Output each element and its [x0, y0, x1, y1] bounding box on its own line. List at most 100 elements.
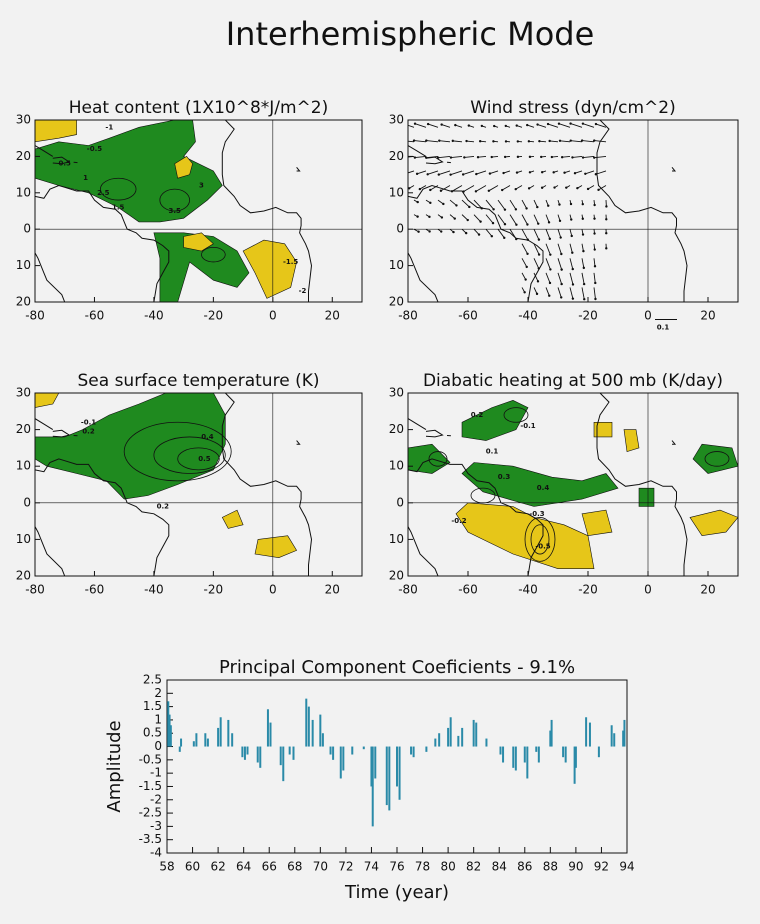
contour-label: 1 [83, 174, 88, 182]
arrow-head [526, 124, 528, 126]
map-area: 0.2-0.10.1-0.30.4-0.5-0.20.3 [405, 393, 738, 576]
arrow-head [560, 236, 562, 238]
y-tick-label: 30 [16, 113, 31, 127]
bar [180, 739, 182, 747]
bar [461, 728, 463, 747]
bar [374, 747, 376, 779]
arrow-head [572, 268, 574, 270]
x-tick-label: 92 [594, 860, 609, 874]
arrow-head [414, 156, 416, 158]
arrow-head [416, 215, 418, 217]
arrow-head [560, 253, 562, 255]
bar [611, 725, 613, 746]
bar [613, 733, 615, 746]
arrow-head [427, 123, 429, 125]
arrow-head [517, 156, 519, 158]
y-tick-label: -1 [150, 766, 162, 780]
arrow-head [584, 173, 586, 175]
arrow-head [605, 218, 607, 220]
x-axis-label: Time (year) [344, 882, 449, 903]
arrow-head [561, 156, 563, 158]
arrow-head [505, 140, 507, 142]
bar [282, 747, 284, 782]
arrow-head [552, 171, 554, 173]
bar [259, 747, 261, 768]
arrow-head [549, 282, 551, 284]
arrow-head [547, 123, 549, 125]
bar [227, 720, 229, 747]
arrow-head [525, 207, 527, 209]
arrow-head [541, 171, 543, 173]
y-tick-label: 2 [154, 686, 162, 700]
arrow-head [479, 140, 481, 142]
arrow-head [593, 232, 595, 234]
contour-label: -0.1 [81, 418, 96, 426]
arrow-head [605, 247, 607, 249]
bar [332, 747, 334, 760]
y-tick-label: 10 [389, 532, 404, 546]
bar [293, 747, 295, 760]
arrow-head [597, 189, 599, 191]
bar [589, 723, 591, 747]
bar [413, 747, 415, 758]
contour-label: 0.2 [82, 427, 95, 435]
y-tick-label: 0.5 [143, 726, 162, 740]
arrow-head [583, 298, 585, 300]
arrow-head [491, 235, 493, 237]
x-tick-label: 68 [287, 860, 302, 874]
y-tick-label: 10 [389, 258, 404, 272]
x-tick-label: 0 [269, 309, 277, 323]
arrow-head [493, 125, 495, 127]
x-tick-label: -80 [398, 583, 418, 597]
arrow-head [429, 189, 431, 191]
arrow-head [504, 208, 506, 210]
arrow-head [537, 280, 539, 282]
arrow-head [438, 173, 440, 175]
arrow-head [582, 122, 584, 124]
arrow-head [489, 172, 491, 174]
bar [195, 733, 197, 746]
bar [512, 747, 514, 768]
arrow-head [425, 139, 427, 141]
x-tick-label: 0 [644, 583, 652, 597]
arrow-head [501, 189, 503, 191]
bar [270, 723, 272, 747]
y-tick-label: 10 [389, 459, 404, 473]
bar [526, 747, 528, 779]
arrow-head [570, 203, 572, 205]
bar [434, 739, 436, 747]
bar [575, 747, 577, 768]
y-tick-label: 0 [23, 495, 31, 509]
x-tick-label: 78 [415, 860, 430, 874]
x-tick-label: 20 [700, 583, 715, 597]
arrow-head [587, 188, 589, 190]
arrow-head [454, 124, 456, 126]
arrow-head [449, 173, 451, 175]
arrow-head [572, 297, 574, 299]
x-tick-label: -20 [204, 583, 224, 597]
x-tick-label: 90 [568, 860, 583, 874]
bar [551, 720, 553, 747]
y-tick-label: 0 [396, 495, 404, 509]
arrow-head [452, 140, 454, 142]
arrow-head [462, 173, 464, 175]
arrow-head [526, 253, 528, 255]
bar [386, 747, 388, 806]
arrow-head [515, 208, 517, 210]
arrow-head [515, 224, 517, 226]
y-tick-label: 20 [16, 569, 31, 583]
arrow-head [440, 190, 442, 192]
arrow-head [560, 296, 562, 298]
x-tick-label: -40 [144, 309, 164, 323]
arrow-head [463, 156, 465, 158]
bar [524, 747, 526, 763]
arrow-head [465, 140, 467, 142]
arrow-head [454, 217, 456, 219]
bar [204, 733, 206, 746]
arrow-head [593, 139, 595, 141]
arrow-head [582, 250, 584, 252]
contour-label: 2.5 [97, 189, 110, 197]
arrow-head [576, 187, 578, 189]
arrow-head [548, 221, 550, 223]
